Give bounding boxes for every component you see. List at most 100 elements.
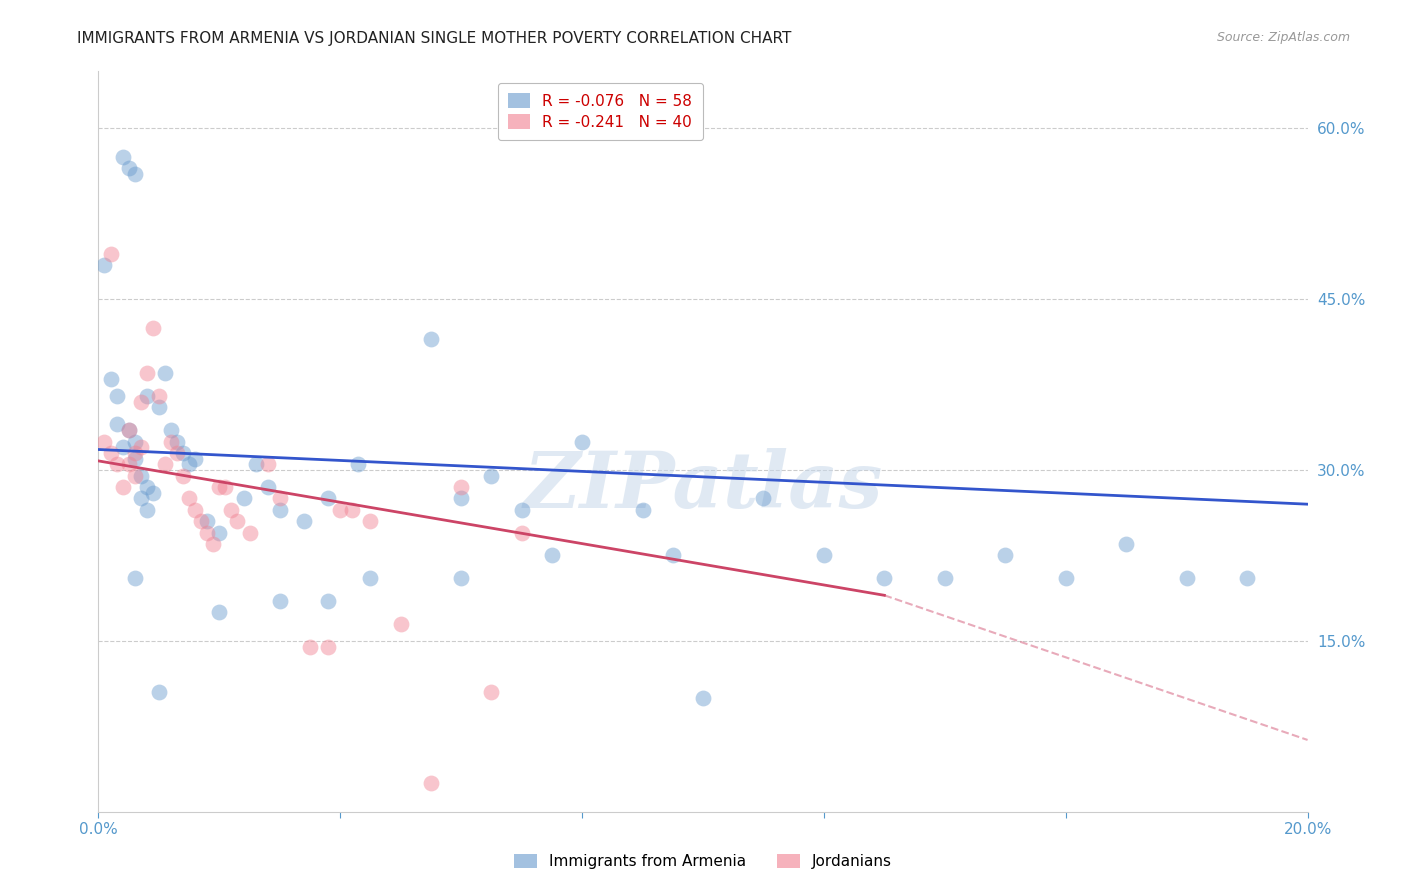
Point — [135, 503, 157, 517]
Point — [316, 594, 339, 608]
Point — [184, 451, 207, 466]
Point — [214, 480, 236, 494]
Point — [481, 685, 503, 699]
Point — [510, 525, 533, 540]
Point — [148, 401, 170, 415]
Point — [93, 434, 115, 449]
Point — [100, 372, 122, 386]
Point — [166, 446, 188, 460]
Text: Source: ZipAtlas.com: Source: ZipAtlas.com — [1216, 31, 1350, 45]
Point — [420, 776, 443, 790]
Point — [1236, 571, 1258, 585]
Point — [450, 480, 472, 494]
Point — [111, 480, 134, 494]
Point — [226, 514, 249, 528]
Point — [202, 537, 225, 551]
Point — [316, 491, 339, 506]
Point — [873, 571, 896, 585]
Point — [118, 458, 141, 472]
Point — [100, 446, 122, 460]
Point — [129, 468, 152, 483]
Point — [269, 594, 291, 608]
Point — [172, 468, 194, 483]
Point — [124, 167, 146, 181]
Point — [105, 458, 128, 472]
Legend: Immigrants from Armenia, Jordanians: Immigrants from Armenia, Jordanians — [508, 847, 898, 875]
Point — [129, 394, 152, 409]
Point — [190, 514, 212, 528]
Point — [269, 503, 291, 517]
Point — [118, 161, 141, 176]
Point — [1115, 537, 1137, 551]
Point — [1175, 571, 1198, 585]
Point — [360, 571, 382, 585]
Point — [299, 640, 322, 654]
Point — [135, 480, 157, 494]
Point — [389, 616, 412, 631]
Point — [160, 434, 183, 449]
Point — [510, 503, 533, 517]
Point — [93, 258, 115, 272]
Point — [239, 525, 262, 540]
Point — [208, 525, 231, 540]
Point — [142, 485, 165, 500]
Point — [245, 458, 267, 472]
Point — [105, 389, 128, 403]
Point — [208, 606, 231, 620]
Point — [184, 503, 207, 517]
Point — [124, 434, 146, 449]
Point — [142, 320, 165, 334]
Point — [100, 246, 122, 260]
Point — [292, 514, 315, 528]
Point — [692, 690, 714, 705]
Point — [269, 491, 291, 506]
Point — [118, 423, 141, 437]
Point — [316, 640, 339, 654]
Point — [934, 571, 956, 585]
Point — [481, 468, 503, 483]
Point — [153, 458, 176, 472]
Point — [124, 468, 146, 483]
Point — [208, 480, 231, 494]
Point — [256, 480, 278, 494]
Point — [752, 491, 775, 506]
Point — [813, 549, 835, 563]
Point — [129, 440, 152, 454]
Point — [172, 446, 194, 460]
Point — [1054, 571, 1077, 585]
Text: ZIPatlas: ZIPatlas — [523, 448, 883, 524]
Point — [631, 503, 654, 517]
Point — [166, 434, 188, 449]
Point — [135, 389, 157, 403]
Point — [232, 491, 254, 506]
Point — [450, 491, 472, 506]
Point — [221, 503, 243, 517]
Point — [994, 549, 1017, 563]
Point — [135, 366, 157, 380]
Point — [256, 458, 278, 472]
Point — [179, 458, 201, 472]
Legend: R = -0.076   N = 58, R = -0.241   N = 40: R = -0.076 N = 58, R = -0.241 N = 40 — [498, 83, 703, 141]
Point — [571, 434, 593, 449]
Point — [124, 571, 146, 585]
Point — [347, 458, 370, 472]
Point — [148, 389, 170, 403]
Point — [160, 423, 183, 437]
Text: IMMIGRANTS FROM ARMENIA VS JORDANIAN SINGLE MOTHER POVERTY CORRELATION CHART: IMMIGRANTS FROM ARMENIA VS JORDANIAN SIN… — [77, 31, 792, 46]
Point — [129, 491, 152, 506]
Point — [124, 451, 146, 466]
Point — [105, 417, 128, 432]
Point — [195, 525, 218, 540]
Point — [661, 549, 683, 563]
Point — [540, 549, 562, 563]
Point — [420, 332, 443, 346]
Point — [360, 514, 382, 528]
Point — [148, 685, 170, 699]
Point — [329, 503, 352, 517]
Point — [179, 491, 201, 506]
Point — [342, 503, 364, 517]
Point — [111, 440, 134, 454]
Point — [450, 571, 472, 585]
Point — [124, 446, 146, 460]
Point — [118, 423, 141, 437]
